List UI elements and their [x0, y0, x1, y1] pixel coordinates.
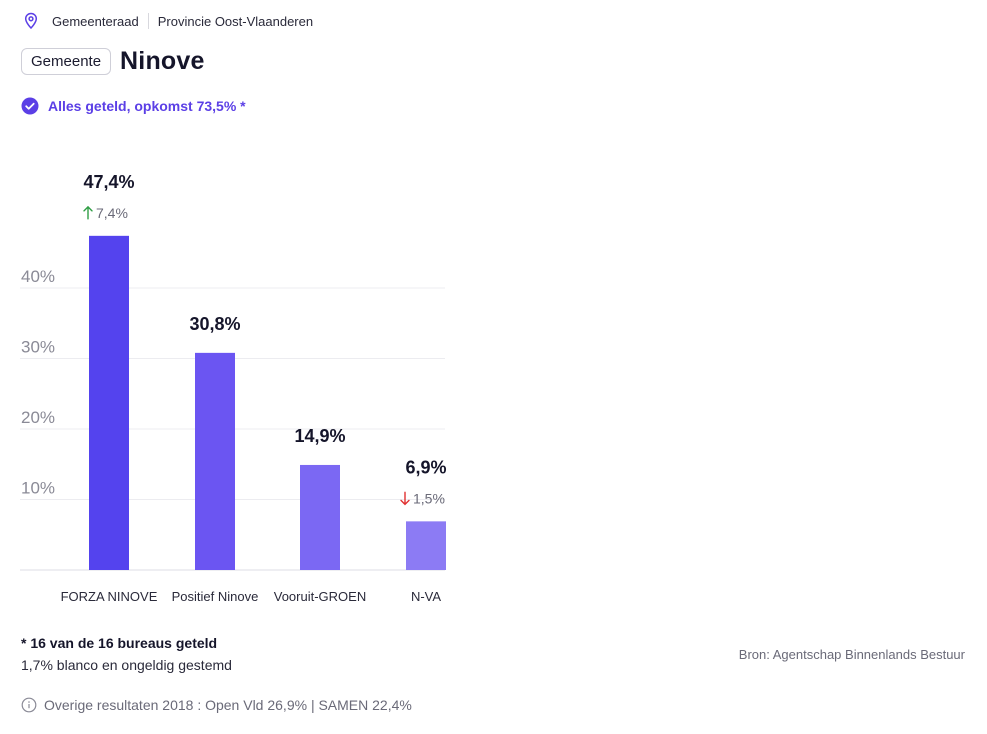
page-header: Gemeente Ninove — [21, 47, 205, 76]
arrow-up-icon — [83, 205, 93, 220]
source-credit: Bron: Agentschap Binnenlands Bestuur — [738, 647, 965, 662]
y-tick-label: 30% — [21, 338, 55, 357]
x-tick-label: FORZA NINOVE — [61, 589, 158, 604]
data-label: 6,9% — [405, 457, 446, 477]
breadcrumb: Gemeenteraad Provincie Oost-Vlaanderen — [22, 10, 313, 32]
arrow-down-icon — [400, 491, 410, 506]
check-circle-icon — [21, 97, 39, 115]
other-results: Overige resultaten 2018 : Open Vld 26,9%… — [21, 697, 412, 713]
data-label: 30,8% — [189, 314, 240, 334]
count-status: Alles geteld, opkomst 73,5% * — [21, 97, 246, 115]
change-label: 1,5% — [413, 490, 445, 506]
breadcrumb-province[interactable]: Provincie Oost-Vlaanderen — [157, 13, 314, 29]
bar — [300, 464, 340, 570]
other-results-text: Overige resultaten 2018 : Open Vld 26,9%… — [44, 697, 412, 713]
map-pin-icon — [22, 12, 40, 30]
count-status-text: Alles geteld, opkomst 73,5% * — [48, 98, 246, 114]
blank-votes: 1,7% blanco en ongeldig gestemd — [21, 657, 232, 673]
bureaus-counted: * 16 van de 16 bureaus geteld — [21, 635, 218, 651]
breadcrumb-divider — [147, 13, 149, 29]
results-bar-chart: 10% 20% 30% 40% FORZA NINOVE 47,4% 7,4% Positie… — [20, 172, 447, 604]
y-tick-label: 40% — [21, 267, 55, 286]
x-tick-label: N-VA — [411, 589, 441, 604]
y-tick-label: 10% — [21, 479, 55, 498]
bar — [406, 521, 446, 570]
bar — [89, 235, 129, 570]
info-icon — [21, 697, 37, 713]
y-tick-label: 20% — [21, 408, 55, 427]
data-label: 14,9% — [294, 426, 345, 446]
bar — [195, 352, 235, 570]
breadcrumb-level[interactable]: Gemeenteraad — [52, 13, 139, 29]
change-label: 7,4% — [96, 205, 128, 221]
municipality-badge: Gemeente — [21, 48, 112, 75]
page-title: Ninove — [120, 47, 205, 75]
x-tick-label: Vooruit-GROEN — [274, 589, 366, 604]
data-label: 47,4% — [83, 172, 134, 192]
x-tick-label: Positief Ninove — [172, 589, 259, 604]
